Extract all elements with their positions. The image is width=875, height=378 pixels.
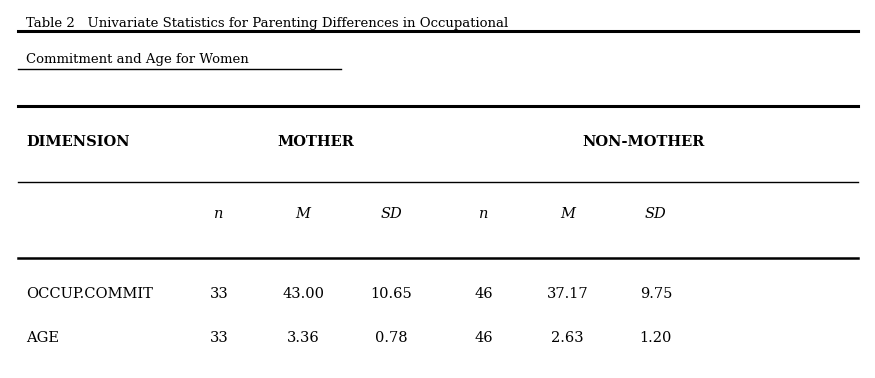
Text: 33: 33 <box>210 331 228 345</box>
Text: SD: SD <box>645 208 667 222</box>
Text: 1.20: 1.20 <box>640 331 672 345</box>
Text: n: n <box>214 208 224 222</box>
Text: 46: 46 <box>474 331 493 345</box>
Text: n: n <box>479 208 488 222</box>
Text: Commitment and Age for Women: Commitment and Age for Women <box>26 53 248 66</box>
Text: 3.36: 3.36 <box>287 331 319 345</box>
Text: 9.75: 9.75 <box>640 287 672 301</box>
Text: DIMENSION: DIMENSION <box>26 135 130 149</box>
Text: 0.78: 0.78 <box>375 331 408 345</box>
Text: AGE: AGE <box>26 331 59 345</box>
Text: 10.65: 10.65 <box>370 287 412 301</box>
Text: OCCUP.COMMIT: OCCUP.COMMIT <box>26 287 153 301</box>
Text: 43.00: 43.00 <box>282 287 324 301</box>
Text: 46: 46 <box>474 287 493 301</box>
Text: 2.63: 2.63 <box>551 331 584 345</box>
Text: M: M <box>296 208 311 222</box>
Text: NON-MOTHER: NON-MOTHER <box>582 135 704 149</box>
Text: 33: 33 <box>210 287 228 301</box>
Text: MOTHER: MOTHER <box>277 135 354 149</box>
Text: 37.17: 37.17 <box>547 287 589 301</box>
Text: SD: SD <box>381 208 402 222</box>
Text: M: M <box>560 208 575 222</box>
Text: Table 2   Univariate Statistics for Parenting Differences in Occupational: Table 2 Univariate Statistics for Parent… <box>26 17 508 29</box>
